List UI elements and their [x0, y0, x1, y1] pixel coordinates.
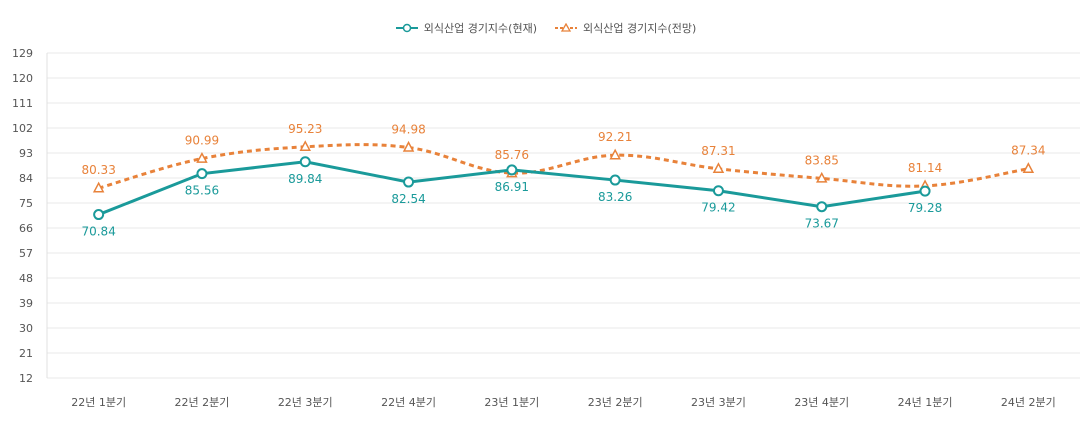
data-point-current[interactable]: [816, 201, 828, 213]
x-tick-label: 22년 2분기: [175, 396, 230, 409]
y-tick-label: 57: [19, 247, 33, 260]
x-tick-label: 22년 4분기: [381, 396, 436, 409]
legend-label-forecast: 외식산업 경기지수(전망): [583, 22, 697, 35]
legend-marker-triangle-icon: [555, 23, 577, 32]
data-point-forecast[interactable]: [402, 140, 415, 152]
y-tick-label: 48: [19, 272, 33, 285]
data-point-current[interactable]: [919, 185, 931, 197]
data-label-forecast: 87.34: [1011, 144, 1045, 158]
data-label-current: 82.54: [391, 192, 425, 206]
y-tick-label: 120: [12, 72, 33, 85]
data-label-forecast: 95.23: [288, 122, 322, 136]
data-label-forecast: 90.99: [185, 134, 219, 148]
x-tick-label: 23년 4분기: [794, 396, 849, 409]
data-label-current: 79.28: [908, 201, 942, 215]
y-tick-label: 102: [12, 122, 33, 135]
legend-marker-circle-icon: [395, 23, 418, 33]
legend-label-current: 외식산업 경기지수(현재): [423, 22, 537, 35]
data-point-current[interactable]: [93, 209, 105, 221]
data-point-current[interactable]: [609, 174, 621, 186]
y-tick-label: 12: [19, 372, 33, 385]
data-point-current[interactable]: [196, 168, 208, 180]
legend: 외식산업 경기지수(현재) 외식산업 경기지수(전망): [0, 20, 1092, 36]
legend-item-current[interactable]: 외식산업 경기지수(현재): [395, 20, 537, 36]
data-label-forecast: 81.14: [908, 161, 942, 175]
data-label-current: 89.84: [288, 172, 322, 186]
y-tick-label: 39: [19, 297, 33, 310]
data-point-forecast[interactable]: [712, 162, 725, 174]
data-point-forecast[interactable]: [299, 140, 311, 152]
data-point-forecast[interactable]: [1022, 162, 1035, 173]
x-tick-label: 23년 1분기: [484, 396, 539, 409]
data-point-forecast[interactable]: [196, 151, 208, 163]
data-label-forecast: 80.33: [81, 163, 115, 177]
x-tick-label: 24년 2분기: [1001, 396, 1056, 409]
data-point-forecast[interactable]: [92, 181, 105, 193]
y-tick-label: 30: [19, 322, 33, 335]
data-label-current: 83.26: [598, 190, 632, 204]
y-tick-label: 21: [19, 347, 33, 360]
y-tick-label: 75: [19, 197, 33, 210]
y-tick-label: 66: [19, 222, 33, 235]
data-point-current[interactable]: [299, 156, 311, 168]
data-label-forecast: 85.76: [495, 148, 529, 162]
data-point-forecast[interactable]: [609, 148, 621, 160]
y-tick-label: 93: [19, 147, 33, 160]
data-point-current[interactable]: [712, 185, 724, 197]
data-label-current: 86.91: [495, 180, 529, 194]
data-label-forecast: 94.98: [391, 123, 425, 137]
data-label-forecast: 87.31: [701, 144, 735, 158]
data-point-current[interactable]: [403, 176, 415, 188]
series-line-forecast: [98, 143, 1029, 190]
x-tick-label: 23년 2분기: [588, 396, 643, 409]
legend-item-forecast[interactable]: 외식산업 경기지수(전망): [555, 20, 696, 36]
y-tick-label: 111: [12, 97, 33, 110]
data-label-current: 73.67: [805, 217, 839, 231]
x-tick-label: 24년 1분기: [898, 396, 953, 409]
data-label-forecast: 83.85: [805, 153, 839, 167]
y-tick-label: 84: [19, 172, 33, 185]
data-label-current: 79.42: [701, 201, 735, 215]
data-label-current: 70.84: [81, 225, 115, 239]
data-point-current[interactable]: [506, 164, 518, 176]
x-tick-label: 22년 3분기: [278, 396, 333, 409]
x-tick-label: 23년 3분기: [691, 396, 746, 409]
y-tick-label: 129: [12, 47, 33, 60]
data-point-forecast[interactable]: [816, 171, 828, 183]
x-tick-label: 22년 1분기: [71, 396, 126, 409]
data-label-current: 85.56: [185, 184, 219, 198]
data-label-forecast: 92.21: [598, 130, 632, 144]
